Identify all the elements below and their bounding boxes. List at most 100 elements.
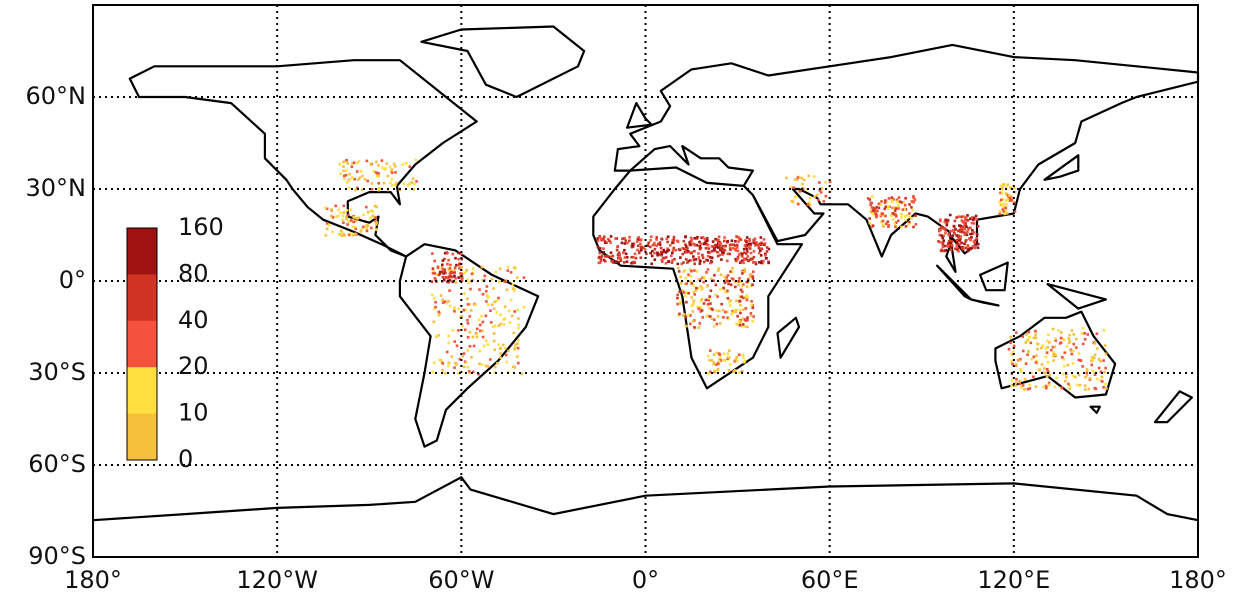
fire-dot [808, 197, 812, 200]
fire-dot [489, 309, 492, 312]
fire-dot [1091, 355, 1094, 359]
fire-dot [701, 253, 704, 257]
fire-dot [728, 300, 731, 304]
fire-dot [1001, 197, 1005, 201]
fire-dot [897, 204, 900, 207]
fire-dot [447, 364, 450, 368]
fire-dot [1052, 359, 1055, 362]
fire-dot [1068, 339, 1072, 343]
fire-dot [463, 328, 467, 332]
fire-dot [712, 363, 716, 366]
fire-dot [351, 162, 354, 165]
fire-dot [964, 217, 967, 221]
fire-dot [447, 280, 450, 284]
fire-dot [719, 273, 723, 276]
fire-dot [382, 181, 386, 185]
fire-dot [345, 181, 349, 184]
fire-dot [340, 230, 344, 234]
fire-dot [461, 354, 464, 358]
fire-dot [375, 175, 379, 178]
fire-dot [509, 271, 513, 274]
fire-dot [659, 250, 663, 254]
fire-dot [489, 358, 492, 361]
fire-dot [468, 370, 471, 373]
fire-dot [366, 179, 369, 183]
fire-dot [870, 201, 874, 205]
fire-dot [942, 234, 945, 238]
fire-dot [351, 176, 354, 179]
landmass [1089, 405, 1101, 414]
fire-dot [965, 233, 969, 237]
fire-dot [474, 303, 477, 306]
fire-dot [339, 172, 342, 176]
fire-dot [699, 307, 703, 311]
fire-dot [741, 272, 744, 275]
fire-dot [462, 365, 466, 369]
fire-dot [748, 239, 751, 242]
fire-dot [944, 248, 947, 252]
fire-dot [958, 242, 962, 246]
fire-dot [365, 205, 368, 209]
fire-dot [1087, 387, 1090, 391]
fire-dot [517, 338, 520, 342]
fire-dot [709, 315, 712, 318]
fire-dot [951, 234, 955, 237]
fire-dot [457, 329, 460, 332]
fire-dot [710, 307, 714, 311]
fire-dot [431, 293, 434, 297]
fire-dot [972, 218, 975, 222]
fire-dot [1026, 338, 1029, 342]
fire-dot [683, 251, 687, 254]
fire-dot [715, 243, 718, 247]
fire-dot [701, 287, 705, 290]
fire-dot [737, 283, 740, 287]
fire-dot [619, 259, 623, 262]
fire-dot [882, 223, 885, 226]
fire-dot [461, 324, 464, 328]
fire-dot [954, 247, 957, 250]
fire-dot [1010, 384, 1013, 388]
fire-dot [690, 304, 693, 308]
fire-dot [354, 232, 357, 236]
fire-dot [497, 343, 501, 346]
fire-dot [707, 247, 711, 250]
fire-dot [910, 216, 913, 220]
fire-dot [704, 298, 708, 302]
fire-dot [679, 282, 683, 285]
fire-dot [602, 251, 605, 254]
fire-dot [690, 238, 694, 242]
fire-dot [883, 201, 887, 205]
fire-dot [734, 285, 737, 289]
fire-dot [948, 234, 952, 238]
fire-dot [744, 239, 747, 242]
fire-dot [1000, 191, 1004, 195]
fire-dot [964, 231, 967, 235]
fire-dot [1081, 365, 1084, 368]
fire-dot [1051, 354, 1055, 358]
fire-dot [660, 252, 664, 255]
fire-dot [718, 356, 722, 359]
fire-dot [685, 300, 688, 304]
fire-dot [689, 322, 692, 326]
fire-dot [694, 289, 698, 292]
fire-dot [671, 259, 674, 262]
fire-dot [462, 308, 465, 312]
fire-dot [696, 235, 699, 239]
fire-dot [749, 273, 753, 276]
fire-dot [938, 233, 942, 237]
fire-dot [785, 176, 788, 180]
fire-dot [676, 302, 679, 306]
fire-dot [1074, 375, 1077, 379]
fire-dot [632, 256, 635, 259]
fire-dot [732, 243, 736, 247]
fire-dot [1080, 332, 1084, 335]
fire-dot [448, 289, 451, 292]
fire-dot [1014, 384, 1017, 387]
fire-dot [872, 213, 875, 216]
fire-dot [1026, 387, 1030, 391]
fire-dot [371, 214, 375, 217]
fire-dot [693, 249, 696, 253]
fire-dot [369, 163, 373, 166]
fire-dot [677, 248, 681, 251]
fire-dot [716, 239, 719, 242]
